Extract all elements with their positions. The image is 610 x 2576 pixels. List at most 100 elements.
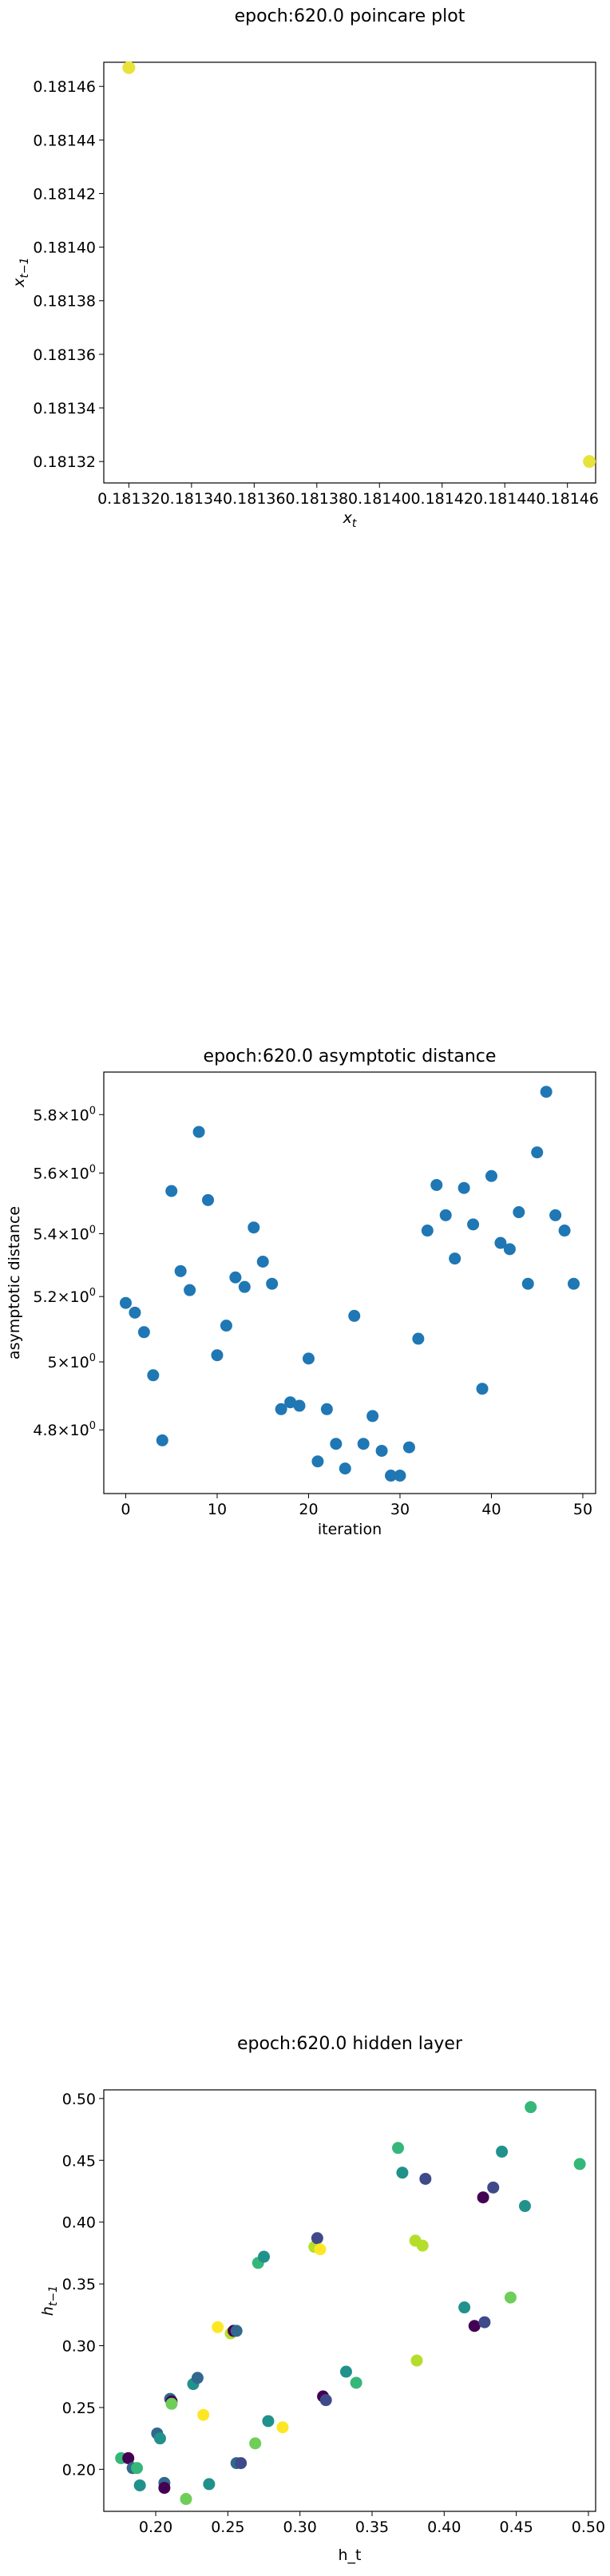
data-point [496, 2145, 509, 2158]
y-tick-label: 0.30 [62, 2338, 96, 2356]
y-axis-label-sub: t−1 [47, 2285, 60, 2306]
plot-frame [103, 1071, 596, 1494]
y-tick-label: 4.8×100 [33, 1420, 96, 1439]
data-point [220, 1320, 232, 1332]
x-tick-label: 0 [121, 1501, 130, 1518]
x-tick-label: 0.45 [499, 2519, 533, 2536]
data-point [477, 2191, 489, 2204]
data-point [402, 1441, 415, 1454]
data-point [549, 1209, 562, 1221]
data-point [573, 2158, 586, 2170]
x-tick-label: 0.25 [211, 2519, 244, 2536]
data-point [156, 1434, 168, 1446]
y-tick-label: 0.18136 [33, 346, 96, 364]
plot-frame [103, 2089, 596, 2512]
hidden-layer-chart-svg: epoch:620.0 hidden layer 0.20 0.25 0.30 0.3… [39, 2034, 605, 2564]
x-tick-label: 0.18146 [536, 490, 599, 508]
data-point [192, 1126, 205, 1138]
data-point [504, 2291, 517, 2304]
data-point [339, 1462, 351, 1475]
asymptotic-distance-chart: epoch:620.0 asymptotic distance 0 10 20 30 4… [0, 1038, 610, 1557]
x-axis-label-main: x [343, 509, 353, 527]
data-point [248, 1221, 260, 1234]
x-tick-label: 0.35 [355, 2519, 389, 2536]
y-axis-label-main: h [39, 2306, 57, 2316]
data-point [339, 2365, 352, 2378]
x-tick-label: 30 [390, 1501, 410, 1518]
data-point [229, 1271, 242, 1284]
y-tick-mantissa: 5.8×10 [33, 1106, 89, 1124]
data-point [314, 2243, 327, 2256]
data-point [131, 2462, 144, 2475]
chart-title: epoch:620.0 poincare plot [235, 6, 465, 26]
data-point [197, 2408, 210, 2421]
data-point [416, 2239, 429, 2252]
data-point [439, 1209, 452, 1221]
data-point [153, 2432, 166, 2445]
data-point [302, 1352, 315, 1365]
y-tick-label: 0.18134 [33, 400, 96, 417]
data-point [568, 1277, 580, 1290]
data-point [147, 1369, 160, 1382]
x-tick-label: 0.18134 [160, 490, 224, 508]
data-point [494, 1237, 507, 1249]
x-tick-label: 0.30 [283, 2519, 317, 2536]
data-point [468, 2320, 481, 2333]
y-tick-mantissa: 5×10 [48, 1354, 89, 1371]
y-tick-label: 5.2×100 [33, 1287, 96, 1306]
data-point [184, 1284, 196, 1296]
asymptotic-distance-chart-svg: epoch:620.0 asymptotic distance 0 10 20 30 4… [6, 1047, 596, 1538]
x-tick-label: 0.18144 [473, 490, 537, 508]
data-point [513, 1206, 525, 1219]
data-point [478, 2316, 491, 2329]
y-tick-exponent: 0 [89, 1105, 96, 1117]
data-point [419, 2172, 432, 2185]
data-point [230, 2325, 243, 2337]
data-point [158, 2482, 171, 2495]
data-point [137, 1326, 150, 1339]
data-point [311, 1455, 324, 1468]
x-tick-label: 0.18138 [286, 490, 349, 508]
x-axis-label: xt [343, 509, 357, 530]
data-point [540, 1086, 553, 1098]
y-tick-label: 0.18144 [33, 132, 96, 149]
y-tick-label: 5×100 [48, 1352, 96, 1371]
data-point [284, 1396, 297, 1409]
data-point [583, 455, 596, 469]
data-point [311, 2232, 323, 2245]
y-tick-label: 0.25 [62, 2400, 96, 2417]
data-point [503, 1243, 516, 1256]
data-point [385, 1470, 398, 1482]
x-tick-label: 0.18140 [348, 490, 411, 508]
y-tick-mantissa: 5.4×10 [33, 1225, 89, 1243]
data-point [174, 1264, 187, 1277]
y-axis-label-main: x [10, 278, 28, 288]
data-point [122, 2451, 135, 2464]
data-point [396, 2166, 409, 2179]
data-point [394, 1470, 406, 1482]
y-tick-mantissa: 4.8×10 [33, 1422, 89, 1439]
y-tick-exponent: 0 [89, 1164, 96, 1176]
y-tick-label: 0.18142 [33, 185, 96, 203]
data-point [276, 2421, 289, 2434]
data-point [421, 1225, 434, 1237]
x-tick-label: 0.50 [572, 2519, 605, 2536]
data-point [165, 2397, 178, 2410]
data-point [410, 2354, 423, 2367]
y-tick-label: 5.4×100 [33, 1224, 96, 1243]
data-point [350, 2376, 362, 2389]
y-axis-label-sub: t−1 [18, 257, 31, 278]
data-point [521, 1277, 534, 1290]
data-point [235, 2457, 248, 2470]
y-tick-exponent: 0 [89, 1420, 96, 1432]
data-point [191, 2372, 204, 2384]
y-tick-label: 0.45 [62, 2152, 96, 2170]
data-point [518, 2200, 531, 2213]
data-point [122, 61, 136, 74]
data-point [458, 2301, 471, 2314]
data-point [430, 1178, 443, 1191]
data-point [165, 1185, 178, 1197]
data-point [119, 1296, 132, 1309]
hidden-layer-chart: epoch:620.0 hidden layer 0.20 0.25 0.30 0.3… [0, 2028, 610, 2573]
data-point [467, 1218, 480, 1231]
